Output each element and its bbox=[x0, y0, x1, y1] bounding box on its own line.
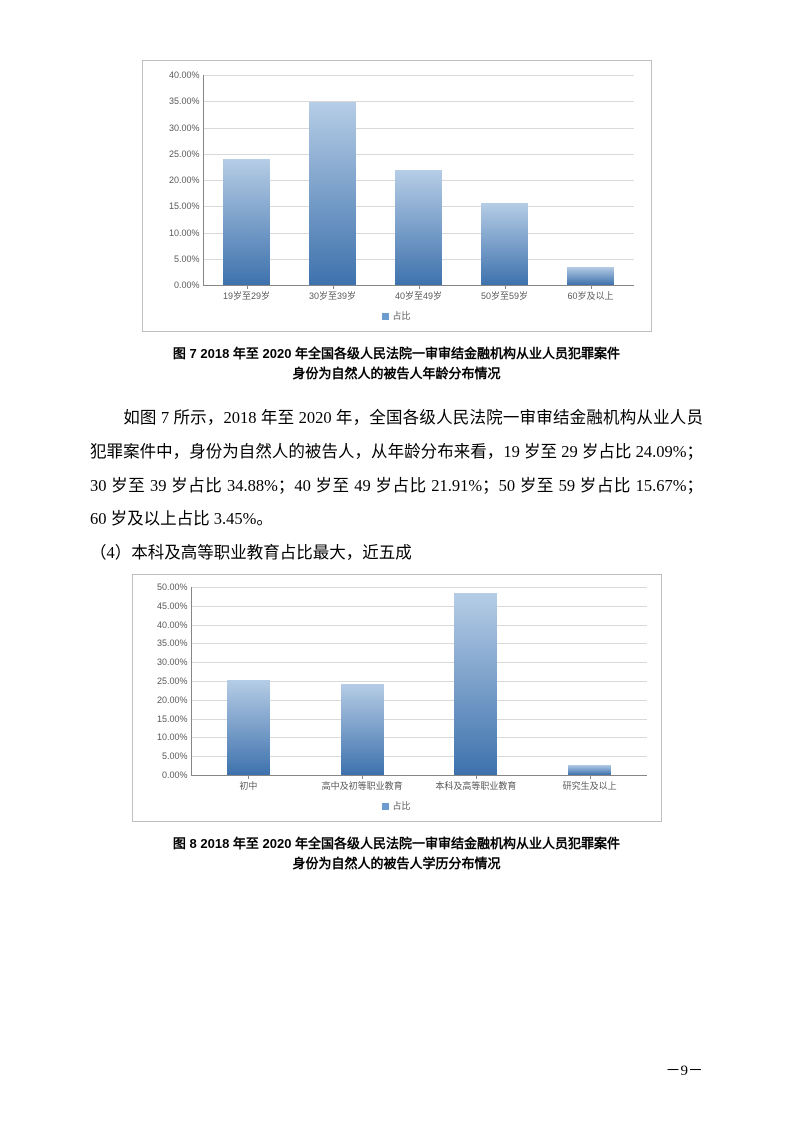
y-axis-label: 5.00% bbox=[174, 254, 204, 264]
x-axis-label: 本科及高等职业教育 bbox=[435, 775, 516, 792]
chart2-plot-area: 0.00%5.00%10.00%15.00%20.00%25.00%30.00%… bbox=[191, 587, 647, 776]
caption-line-1: 图 7 2018 年至 2020 年全国各级人民法院一审审结金融机构从业人员犯罪… bbox=[173, 346, 620, 361]
age-distribution-chart: 0.00% 5.00% 10.00% 15.00% 20.00% 25.00% 30.00%… bbox=[142, 60, 652, 332]
gridline bbox=[204, 128, 634, 129]
gridline bbox=[192, 643, 647, 644]
x-axis-label: 研究生及以上 bbox=[563, 775, 617, 792]
legend-label: 占比 bbox=[392, 311, 410, 321]
bar bbox=[223, 159, 270, 285]
gridline bbox=[204, 75, 634, 76]
y-axis-label: 20.00% bbox=[157, 695, 192, 705]
x-axis-label: 初中 bbox=[239, 775, 257, 792]
y-axis-label: 10.00% bbox=[169, 228, 204, 238]
y-axis-label: 5.00% bbox=[162, 751, 192, 761]
bar bbox=[454, 593, 497, 775]
legend-label: 占比 bbox=[392, 801, 410, 811]
gridline bbox=[204, 154, 634, 155]
y-axis-label: 30.00% bbox=[157, 657, 192, 667]
y-axis-label: 25.00% bbox=[169, 149, 204, 159]
education-distribution-chart: 0.00% 5.00% 10.00% 15.00% 20.00% 25.00% 30.00%… bbox=[132, 574, 662, 822]
y-axis-label: 50.00% bbox=[157, 582, 192, 592]
y-axis-label: 25.00% bbox=[157, 676, 192, 686]
chart2-caption: 图 8 2018 年至 2020 年全国各级人民法院一审审结金融机构从业人员犯罪… bbox=[90, 834, 703, 873]
subheading: （4）本科及高等职业教育占比最大，近五成 bbox=[90, 536, 703, 570]
y-axis-label: 10.00% bbox=[157, 732, 192, 742]
legend-swatch bbox=[382, 803, 389, 810]
chart2-legend: 占比 bbox=[133, 799, 661, 812]
y-axis-label: 40.00% bbox=[157, 620, 192, 630]
caption-line-1: 图 8 2018 年至 2020 年全国各级人民法院一审审结金融机构从业人员犯罪… bbox=[173, 836, 620, 851]
page: 0.00% 5.00% 10.00% 15.00% 20.00% 25.00% 30.00%… bbox=[0, 0, 793, 1122]
bar bbox=[481, 203, 528, 285]
gridline bbox=[192, 606, 647, 607]
chart1-legend: 占比 bbox=[143, 309, 651, 322]
y-axis-label: 0.00% bbox=[174, 280, 204, 290]
gridline bbox=[192, 625, 647, 626]
x-axis-label: 40岁至49岁 bbox=[395, 285, 442, 302]
y-axis-label: 15.00% bbox=[169, 201, 204, 211]
subheading-text: （4）本科及高等职业教育占比最大，近五成 bbox=[90, 543, 412, 562]
bar bbox=[395, 170, 442, 285]
x-axis-label: 19岁至29岁 bbox=[223, 285, 270, 302]
y-axis-label: 35.00% bbox=[169, 96, 204, 106]
bar bbox=[309, 102, 356, 285]
caption-line-2: 身份为自然人的被告人年龄分布情况 bbox=[292, 366, 500, 381]
x-axis-label: 60岁及以上 bbox=[567, 285, 613, 302]
y-axis-label: 0.00% bbox=[162, 770, 192, 780]
bar bbox=[227, 680, 270, 775]
paragraph-text: 如图 7 所示，2018 年至 2020 年，全国各级人民法院一审审结金融机构从… bbox=[90, 408, 703, 528]
bar bbox=[568, 765, 611, 776]
y-axis-label: 20.00% bbox=[169, 175, 204, 185]
x-axis-label: 30岁至39岁 bbox=[309, 285, 356, 302]
bar bbox=[341, 684, 384, 775]
x-axis-label: 50岁至59岁 bbox=[481, 285, 528, 302]
y-axis-label: 40.00% bbox=[169, 70, 204, 80]
bar bbox=[567, 267, 614, 285]
chart1-caption: 图 7 2018 年至 2020 年全国各级人民法院一审审结金融机构从业人员犯罪… bbox=[90, 344, 703, 383]
y-axis-label: 30.00% bbox=[169, 123, 204, 133]
y-axis-label: 35.00% bbox=[157, 638, 192, 648]
gridline bbox=[192, 662, 647, 663]
body-paragraph: 如图 7 所示，2018 年至 2020 年，全国各级人民法院一审审结金融机构从… bbox=[90, 401, 703, 536]
gridline bbox=[204, 101, 634, 102]
y-axis-label: 45.00% bbox=[157, 601, 192, 611]
caption-line-2: 身份为自然人的被告人学历分布情况 bbox=[292, 856, 500, 871]
page-number: －9－ bbox=[665, 1059, 703, 1080]
legend-swatch bbox=[382, 313, 389, 320]
gridline bbox=[192, 587, 647, 588]
chart1-plot-area: 0.00%5.00%10.00%15.00%20.00%25.00%30.00%… bbox=[203, 75, 634, 286]
y-axis-label: 15.00% bbox=[157, 714, 192, 724]
x-axis-label: 高中及初等职业教育 bbox=[322, 775, 403, 792]
